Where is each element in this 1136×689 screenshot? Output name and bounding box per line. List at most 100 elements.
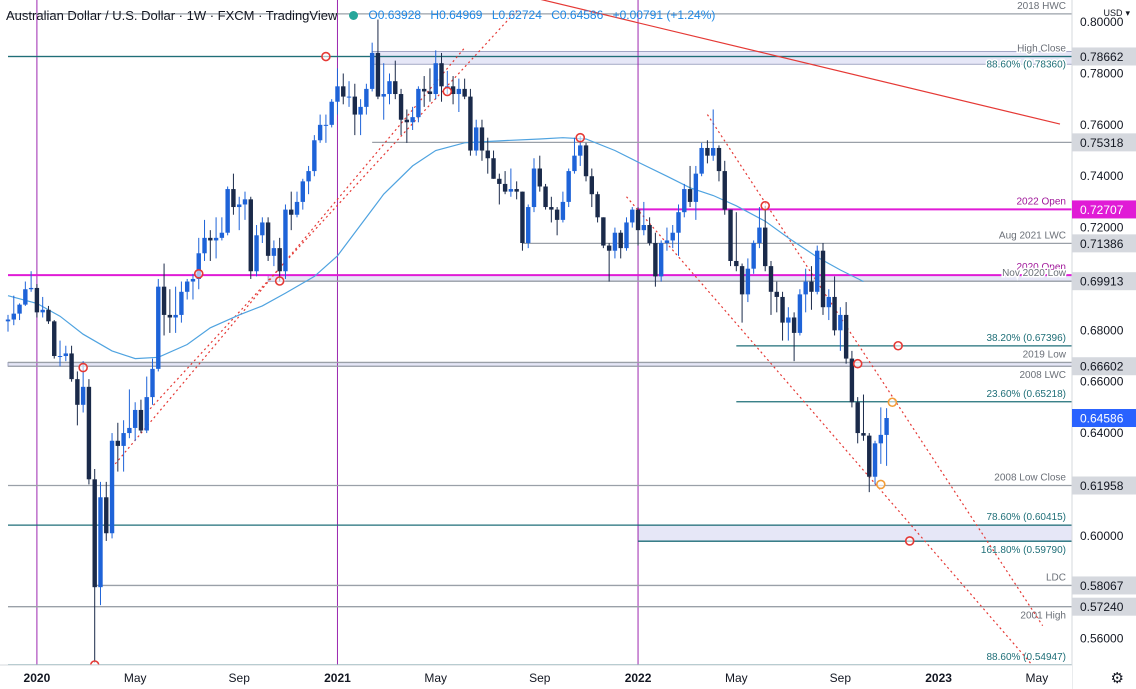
price-label: 0.72707 — [1080, 203, 1124, 217]
candle-body — [572, 155, 577, 172]
candle-body — [757, 227, 762, 243]
candle-body — [658, 242, 664, 277]
candle-body — [173, 314, 178, 318]
candle-body — [294, 201, 300, 215]
candle-body — [289, 209, 294, 215]
moving-average-line — [7, 137, 864, 360]
candle-body — [728, 209, 733, 261]
level-label: 2001 High — [1020, 611, 1066, 622]
zone — [371, 50, 1072, 65]
candle-body — [341, 86, 346, 97]
price-label-box — [1072, 234, 1136, 253]
candle-body — [653, 242, 658, 277]
candle-body — [849, 358, 855, 403]
pivot-marker — [852, 358, 863, 369]
pivot-marker — [442, 86, 453, 97]
trendline — [626, 196, 1033, 665]
candle-body — [647, 225, 652, 243]
open-value: O0.63928 — [368, 8, 422, 22]
price-tick-label: 0.68000 — [1080, 323, 1124, 337]
ohlc-readout: O0.63928 H0.64969 L0.62724 C0.64586 +0.0… — [368, 8, 721, 22]
candle-body — [121, 433, 126, 446]
candle-body — [260, 222, 265, 236]
price-label: 0.61958 — [1080, 479, 1124, 493]
candle-body — [502, 183, 508, 192]
pivot-marker — [887, 397, 898, 408]
level-label: LDC — [1046, 572, 1066, 583]
candle-body — [855, 402, 860, 434]
candle-body — [861, 433, 866, 436]
candle-body — [86, 386, 92, 480]
candle-body — [404, 119, 410, 123]
candle-body — [57, 356, 63, 358]
candle-body — [803, 281, 808, 295]
price-label-box — [1072, 576, 1136, 595]
currency-selector[interactable]: USD ▾ — [1100, 5, 1130, 19]
candle-body — [167, 314, 173, 318]
candle-body — [265, 222, 271, 256]
candle-body — [40, 309, 45, 313]
candle-body — [786, 317, 791, 323]
candle-body — [531, 168, 537, 208]
time-tick-label: May — [1026, 671, 1049, 685]
candle-body — [670, 232, 675, 241]
zone — [637, 524, 1072, 542]
candle-body — [346, 96, 352, 98]
candle-body — [225, 189, 230, 233]
candle-body — [393, 81, 398, 95]
candle-body — [838, 314, 843, 331]
level-label: 2018 HWC — [1017, 1, 1066, 12]
price-tick-label: 0.66000 — [1080, 375, 1124, 389]
time-tick-label: 2021 — [324, 671, 351, 685]
time-tick-label: 2022 — [625, 671, 652, 685]
high-value: H0.64969 — [430, 8, 483, 22]
price-label: 0.64586 — [1080, 412, 1124, 426]
candle-body — [676, 212, 681, 233]
currency-label: USD — [1103, 8, 1123, 18]
candle-body — [416, 88, 421, 118]
price-label: 0.58067 — [1080, 579, 1124, 593]
candle-body — [554, 209, 560, 220]
candle-body — [63, 353, 69, 357]
market-status-icon — [349, 10, 359, 20]
candle-body — [687, 189, 693, 202]
price-label-box — [1072, 409, 1136, 428]
candle-body — [5, 319, 11, 322]
price-label: 0.66602 — [1080, 360, 1124, 374]
price-tick-label: 0.80000 — [1080, 15, 1124, 29]
candle-body — [791, 317, 797, 333]
candle-body — [491, 158, 496, 179]
candle-body — [161, 286, 167, 315]
candle-body — [144, 397, 149, 431]
symbol-title[interactable]: Australian Dollar / U.S. Dollar · 1W · F… — [6, 7, 338, 23]
candle-body — [508, 189, 514, 192]
candle-body — [809, 281, 814, 292]
level-label: 88.60% (0.54947) — [986, 652, 1066, 663]
level-label: Nov 2020 Low — [1002, 268, 1067, 279]
candle-body — [17, 304, 22, 314]
price-label-box — [1072, 133, 1136, 152]
candle-body — [34, 287, 40, 313]
candle-body — [774, 291, 779, 297]
level-label: 161.80% (0.59790) — [981, 545, 1066, 556]
price-tick-label: 0.74000 — [1080, 169, 1124, 183]
candle-body — [716, 147, 722, 172]
candle-body — [705, 147, 710, 156]
candle-body — [543, 186, 548, 208]
candle-body — [358, 106, 363, 115]
price-tick-label: 0.78000 — [1080, 66, 1124, 80]
candle-body — [80, 386, 86, 405]
pivot-marker — [321, 51, 331, 62]
candle-body — [479, 127, 485, 151]
candle-body — [462, 88, 467, 97]
candle-body — [763, 227, 768, 267]
time-tick-label: May — [424, 671, 447, 685]
gear-icon[interactable]: ⚙ — [1110, 670, 1124, 687]
candle-body — [878, 434, 884, 444]
candle-body — [497, 178, 502, 184]
level-label: 23.60% (0.65218) — [986, 389, 1066, 400]
trendline — [146, 10, 518, 413]
price-axis-pane — [1072, 0, 1136, 689]
candle-body — [537, 168, 542, 187]
